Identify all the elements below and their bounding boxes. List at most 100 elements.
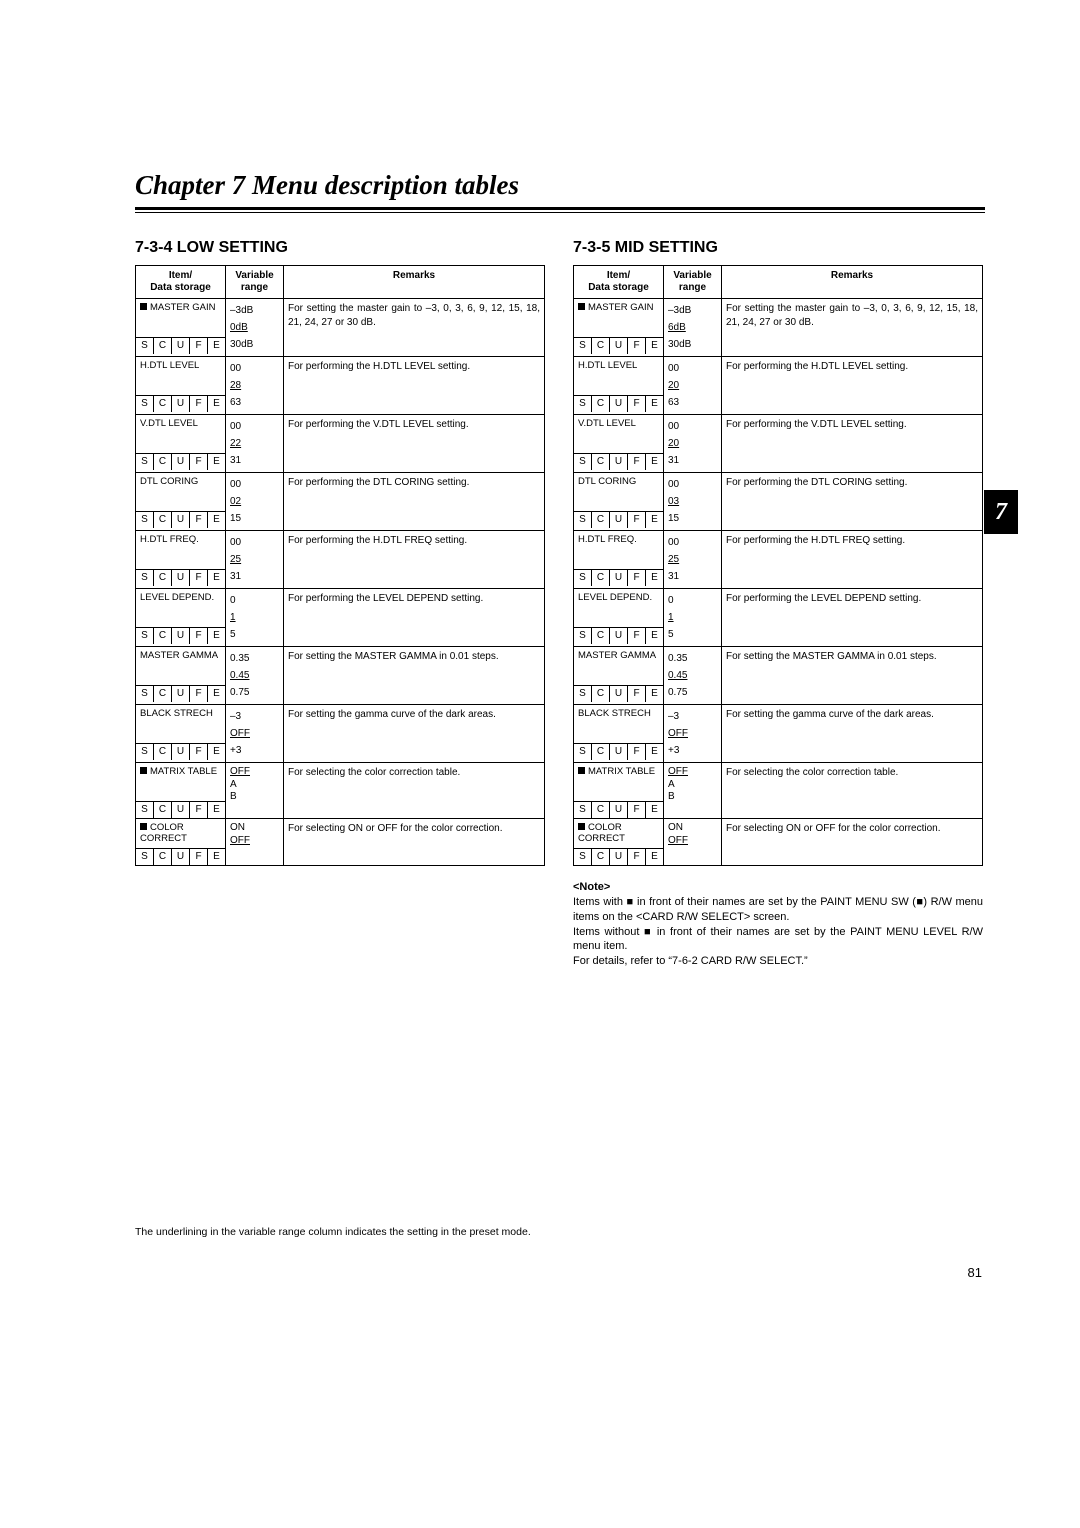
storage-letter: U [610, 801, 628, 818]
storage-letter: U [172, 627, 190, 644]
storage-letter: F [190, 337, 208, 354]
storage-letter: F [628, 627, 646, 644]
range-value: 63 [668, 394, 717, 411]
storage-letter: S [574, 395, 592, 412]
storage-row: SCUFE [574, 569, 663, 586]
storage-letter: C [592, 453, 610, 470]
storage-letter: C [592, 685, 610, 702]
cell-range: 015 [664, 589, 722, 647]
cell-remarks: For performing the V.DTL LEVEL setting. [284, 415, 545, 473]
range-value: B [668, 791, 717, 804]
cell-remarks: For setting the MASTER GAMMA in 0.01 ste… [284, 647, 545, 705]
cell-item: V.DTL LEVELSCUFE [574, 415, 664, 473]
storage-letter: S [574, 627, 592, 644]
item-name: MATRIX TABLE [150, 766, 217, 777]
range-value: –3dB [668, 302, 717, 319]
storage-letter: F [628, 569, 646, 586]
storage-letter: E [646, 801, 663, 818]
table-row: COLOR CORRECTSCUFEONOFFFor selecting ON … [574, 819, 983, 866]
storage-row: SCUFE [136, 569, 225, 586]
cell-range: –3OFF+3 [664, 705, 722, 763]
th-item-text: Item/ Data storage [150, 270, 211, 293]
item-name: BLACK STRECH [140, 708, 213, 719]
cell-remarks: For performing the LEVEL DEPEND setting. [284, 589, 545, 647]
range-value: 0.35 [230, 650, 279, 667]
footnote: The underlining in the variable range co… [135, 1226, 531, 1238]
range-value: A [230, 779, 279, 792]
item-name: BLACK STRECH [578, 708, 651, 719]
cell-remarks: For selecting ON or OFF for the color co… [284, 819, 545, 866]
cell-range: –3dB6dB30dB [664, 299, 722, 357]
storage-letter: U [172, 848, 190, 865]
range-value: +3 [668, 742, 717, 759]
cell-remarks: For setting the gamma curve of the dark … [722, 705, 983, 763]
storage-letter: S [574, 337, 592, 354]
table-row: BLACK STRECHSCUFE–3OFF+3For setting the … [574, 705, 983, 763]
item-name: MATRIX TABLE [588, 766, 655, 777]
storage-letter: E [208, 511, 225, 528]
range-value: OFF [230, 725, 279, 742]
table-low: Item/ Data storage Variable range Remark… [135, 265, 545, 866]
storage-letter: U [610, 511, 628, 528]
cell-range: 002231 [226, 415, 284, 473]
storage-letter: F [190, 453, 208, 470]
col-low: 7-3-4 LOW SETTING Item/ Data storage Var… [135, 239, 545, 969]
cell-item: MATRIX TABLESCUFE [136, 763, 226, 819]
cell-remarks: For performing the H.DTL FREQ setting. [284, 531, 545, 589]
storage-letter: C [154, 453, 172, 470]
storage-letter: F [190, 848, 208, 865]
cell-item: MASTER GAINSCUFE [136, 299, 226, 357]
cell-item: BLACK STRECHSCUFE [574, 705, 664, 763]
cell-item: LEVEL DEPEND.SCUFE [574, 589, 664, 647]
storage-letter: E [646, 569, 663, 586]
storage-letter: U [610, 453, 628, 470]
note-line: Items without ■ in front of their names … [573, 925, 983, 955]
storage-letter: E [208, 685, 225, 702]
range-value: –3dB [230, 302, 279, 319]
storage-letter: C [592, 337, 610, 354]
range-value: 02 [230, 493, 279, 510]
storage-row: SCUFE [574, 453, 663, 470]
cell-item: H.DTL LEVELSCUFE [136, 357, 226, 415]
storage-letter: S [574, 685, 592, 702]
item-name: H.DTL LEVEL [578, 360, 637, 371]
range-value: 6dB [668, 319, 717, 336]
th-item: Item/ Data storage [136, 266, 226, 299]
storage-letter: C [154, 743, 172, 760]
storage-letter: C [592, 511, 610, 528]
table-row: MASTER GAINSCUFE–3dB6dB30dBFor setting t… [574, 299, 983, 357]
table-row: H.DTL FREQ.SCUFE002531For performing the… [136, 531, 545, 589]
storage-letter: F [190, 627, 208, 644]
storage-letter: F [628, 395, 646, 412]
table-row: V.DTL LEVELSCUFE002231For performing the… [136, 415, 545, 473]
storage-letter: C [154, 627, 172, 644]
storage-letter: C [592, 627, 610, 644]
square-icon [578, 823, 585, 830]
range-value: 20 [668, 435, 717, 452]
item-name: H.DTL FREQ. [140, 534, 199, 545]
cell-range: 0.350.450.75 [226, 647, 284, 705]
cell-remarks: For setting the master gain to –3, 0, 3,… [722, 299, 983, 357]
cell-item: H.DTL FREQ.SCUFE [574, 531, 664, 589]
range-value: B [230, 791, 279, 804]
range-value: 5 [668, 626, 717, 643]
storage-letter: E [646, 848, 663, 865]
cell-range: 000315 [664, 473, 722, 531]
storage-letter: C [592, 848, 610, 865]
storage-letter: F [628, 453, 646, 470]
page-tab: 7 [984, 490, 1018, 534]
cell-range: ONOFF [226, 819, 284, 866]
square-icon [140, 767, 147, 774]
th-remarks: Remarks [722, 266, 983, 299]
range-value: 00 [230, 418, 279, 435]
cell-range: OFFAB [664, 763, 722, 819]
storage-letter: E [646, 743, 663, 760]
storage-letter: U [172, 685, 190, 702]
note-line: For details, refer to “7-6-2 CARD R/W SE… [573, 954, 983, 969]
item-name: DTL CORING [578, 476, 636, 487]
table-row: DTL CORINGSCUFE000215For performing the … [136, 473, 545, 531]
range-value: 0.75 [230, 684, 279, 701]
storage-letter: F [190, 743, 208, 760]
range-value: 22 [230, 435, 279, 452]
storage-letter: C [154, 685, 172, 702]
